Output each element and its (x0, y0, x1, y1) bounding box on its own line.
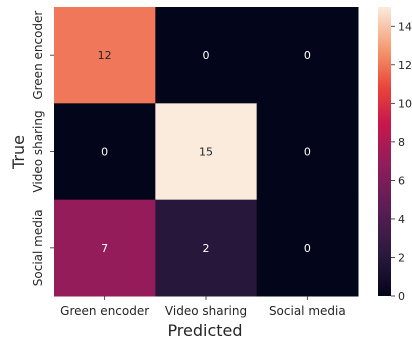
cell-value-label: 0 (304, 49, 311, 62)
heatmap-cell (155, 103, 258, 201)
x-axis-ticks: Green encoder Video sharing Social media (60, 296, 346, 318)
cell-value-label: 2 (203, 242, 210, 255)
heatmap-cell (54, 7, 156, 104)
heatmap-cell (155, 7, 258, 104)
cell-value-label: 0 (304, 146, 311, 159)
cell-value-label: 0 (203, 49, 210, 62)
colorbar-tick-label: 6 (398, 174, 405, 187)
colorbar-tick-label: 14 (398, 20, 412, 33)
cell-annotations: 12 0 0 0 15 0 7 2 0 (98, 49, 311, 255)
heatmap-cell (54, 103, 156, 201)
x-tick-label: Video sharing (165, 304, 247, 318)
colorbar-tick-label: 0 (398, 290, 405, 303)
y-tick-label: Video sharing (31, 110, 45, 192)
cell-value-label: 15 (199, 146, 213, 159)
colorbar-tick-label: 12 (398, 59, 412, 72)
colorbar-tick-label: 4 (398, 213, 405, 226)
y-tick-label: Green encoder (31, 11, 45, 100)
x-axis-label: Predicted (167, 321, 242, 338)
colorbar-tick-label: 10 (398, 97, 412, 110)
y-axis-ticks: Green encoder Video sharing Social media (31, 11, 54, 286)
heatmap-cell (256, 103, 359, 201)
colorbar-gradient (378, 7, 391, 296)
x-tick-label: Social media (269, 304, 346, 318)
cell-value-label: 12 (98, 49, 112, 62)
colorbar-tick-label: 2 (398, 251, 405, 264)
heatmap-cell (256, 199, 359, 297)
y-axis-label: True (9, 135, 28, 170)
heatmap-cell (155, 199, 258, 297)
cell-value-label: 0 (101, 146, 108, 159)
heatmap-cell (54, 199, 156, 297)
colorbar-ticks: 0 2 4 6 8 10 12 14 (391, 20, 412, 303)
cell-value-label: 7 (101, 242, 108, 255)
y-tick-label: Social media (31, 209, 45, 286)
cell-value-label: 0 (304, 242, 311, 255)
x-tick-label: Green encoder (60, 304, 149, 318)
heatmap-cells (54, 7, 359, 297)
heatmap-cell (256, 7, 359, 104)
colorbar-tick-label: 8 (398, 136, 405, 149)
colorbar: 0 2 4 6 8 10 12 14 (378, 7, 412, 303)
